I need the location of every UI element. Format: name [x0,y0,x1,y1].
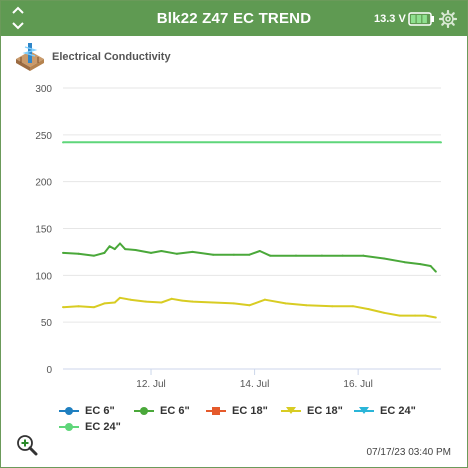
data-point-series-3[interactable] [331,305,334,308]
legend-label: EC 6" [160,405,190,417]
data-point-series-3[interactable] [77,305,80,308]
legend-marker [59,407,79,415]
y-tick-label: 200 [35,178,52,189]
legend-item-1[interactable]: EC 6" [134,405,190,417]
data-point-series-1[interactable] [258,249,261,252]
series-line-3[interactable] [62,296,436,319]
data-point-series-1[interactable] [362,254,365,257]
legend-item-3[interactable]: EC 18" [281,405,343,417]
legend-marker [134,407,154,415]
data-point-series-1[interactable] [295,254,298,257]
data-point-series-3[interactable] [424,314,427,317]
y-tick-label: 100 [35,271,52,282]
legend-item-4[interactable]: EC 24" [354,405,416,417]
y-tick-label: 0 [46,365,52,376]
x-tick-label: 12. Jul [136,379,165,390]
title-bar: Blk22 Z47 EC TREND 13.3 V [1,1,467,36]
data-point-series-1[interactable] [434,270,437,273]
widget-title: Blk22 Z47 EC TREND [156,10,312,27]
data-point-series-1[interactable] [108,245,111,248]
data-point-series-1[interactable] [269,254,272,257]
legend-label: EC 18" [307,405,343,417]
data-point-series-1[interactable] [383,257,386,260]
data-point-series-3[interactable] [129,298,132,301]
data-point-series-3[interactable] [212,301,215,304]
data-point-series-3[interactable] [284,302,287,305]
data-point-series-1[interactable] [341,254,344,257]
y-tick-label: 150 [35,225,52,236]
data-point-series-3[interactable] [118,296,121,299]
x-tick-label: 14. Jul [240,379,269,390]
data-point-series-3[interactable] [144,300,147,303]
data-point-series-5[interactable] [62,141,64,144]
data-point-series-1[interactable] [429,264,432,267]
sensor-label: Electrical Conductivity [52,51,171,63]
series-line-1[interactable] [62,242,437,273]
voltage-readout: 13.3 V [374,13,406,25]
data-point-series-3[interactable] [232,302,235,305]
legend-marker [281,407,301,414]
data-point-series-1[interactable] [212,253,215,256]
data-point-series-1[interactable] [160,249,163,252]
chevron-up-icon[interactable] [11,5,25,15]
legend-marker [206,407,226,415]
legend-marker [59,423,79,431]
soil-probe-icon [16,43,44,71]
legend-item-2[interactable]: EC 18" [206,405,268,417]
legend-label: EC 6" [85,405,115,417]
data-point-series-3[interactable] [181,299,184,302]
chevron-down-icon[interactable] [11,21,25,31]
legend-item-5[interactable]: EC 24" [59,421,121,433]
data-point-series-1[interactable] [118,242,121,245]
x-tick-label: 16. Jul [343,379,372,390]
legend-item-0[interactable]: EC 6" [59,405,115,417]
data-point-series-3[interactable] [398,314,401,317]
data-point-series-1[interactable] [191,250,194,253]
data-point-series-3[interactable] [383,311,386,314]
data-point-series-1[interactable] [62,251,64,254]
y-tick-label: 50 [41,318,53,329]
battery-icon [408,12,434,26]
data-point-series-3[interactable] [305,304,308,307]
legend-label: EC 24" [380,405,416,417]
data-point-series-3[interactable] [103,302,106,305]
data-point-series-1[interactable] [248,253,251,256]
ec-line-chart: 0 50 100 150 200 250 300 12. Jul 14. Jul 16. Jul [35,84,442,390]
data-point-series-1[interactable] [175,252,178,255]
zoom-in-icon[interactable] [16,434,38,456]
legend-label: EC 24" [85,421,121,433]
data-point-series-3[interactable] [160,301,163,304]
y-tick-label: 300 [35,84,52,95]
data-point-series-3[interactable] [62,306,64,309]
data-point-series-3[interactable] [414,314,417,317]
data-point-series-1[interactable] [232,253,235,256]
data-point-series-1[interactable] [419,263,422,266]
data-point-series-3[interactable] [248,304,251,307]
gear-icon[interactable] [439,10,457,28]
y-tick-label: 250 [35,131,52,142]
data-point-series-3[interactable] [170,297,173,300]
data-point-series-5[interactable] [440,141,442,144]
data-point-series-3[interactable] [351,305,354,308]
data-point-series-1[interactable] [77,252,80,255]
chart-legend: EC 6" EC 6" EC 18" EC 18" EC 24" EC 24" [1,401,467,437]
data-point-series-1[interactable] [113,248,116,251]
data-point-series-3[interactable] [263,298,266,301]
data-point-series-3[interactable] [113,301,116,304]
data-point-series-1[interactable] [134,249,137,252]
data-point-series-1[interactable] [403,261,406,264]
data-point-series-3[interactable] [93,306,96,309]
data-point-series-1[interactable] [93,254,96,257]
data-point-series-3[interactable] [191,300,194,303]
legend-label: EC 18" [232,405,268,417]
data-point-series-1[interactable] [124,248,127,251]
data-point-series-3[interactable] [367,308,370,311]
data-point-series-1[interactable] [320,254,323,257]
data-point-series-1[interactable] [103,251,106,254]
legend-marker [354,407,374,414]
data-point-series-3[interactable] [434,316,437,319]
last-updated-timestamp: 07/17/23 03:40 PM [366,447,451,458]
data-point-series-1[interactable] [150,251,153,254]
